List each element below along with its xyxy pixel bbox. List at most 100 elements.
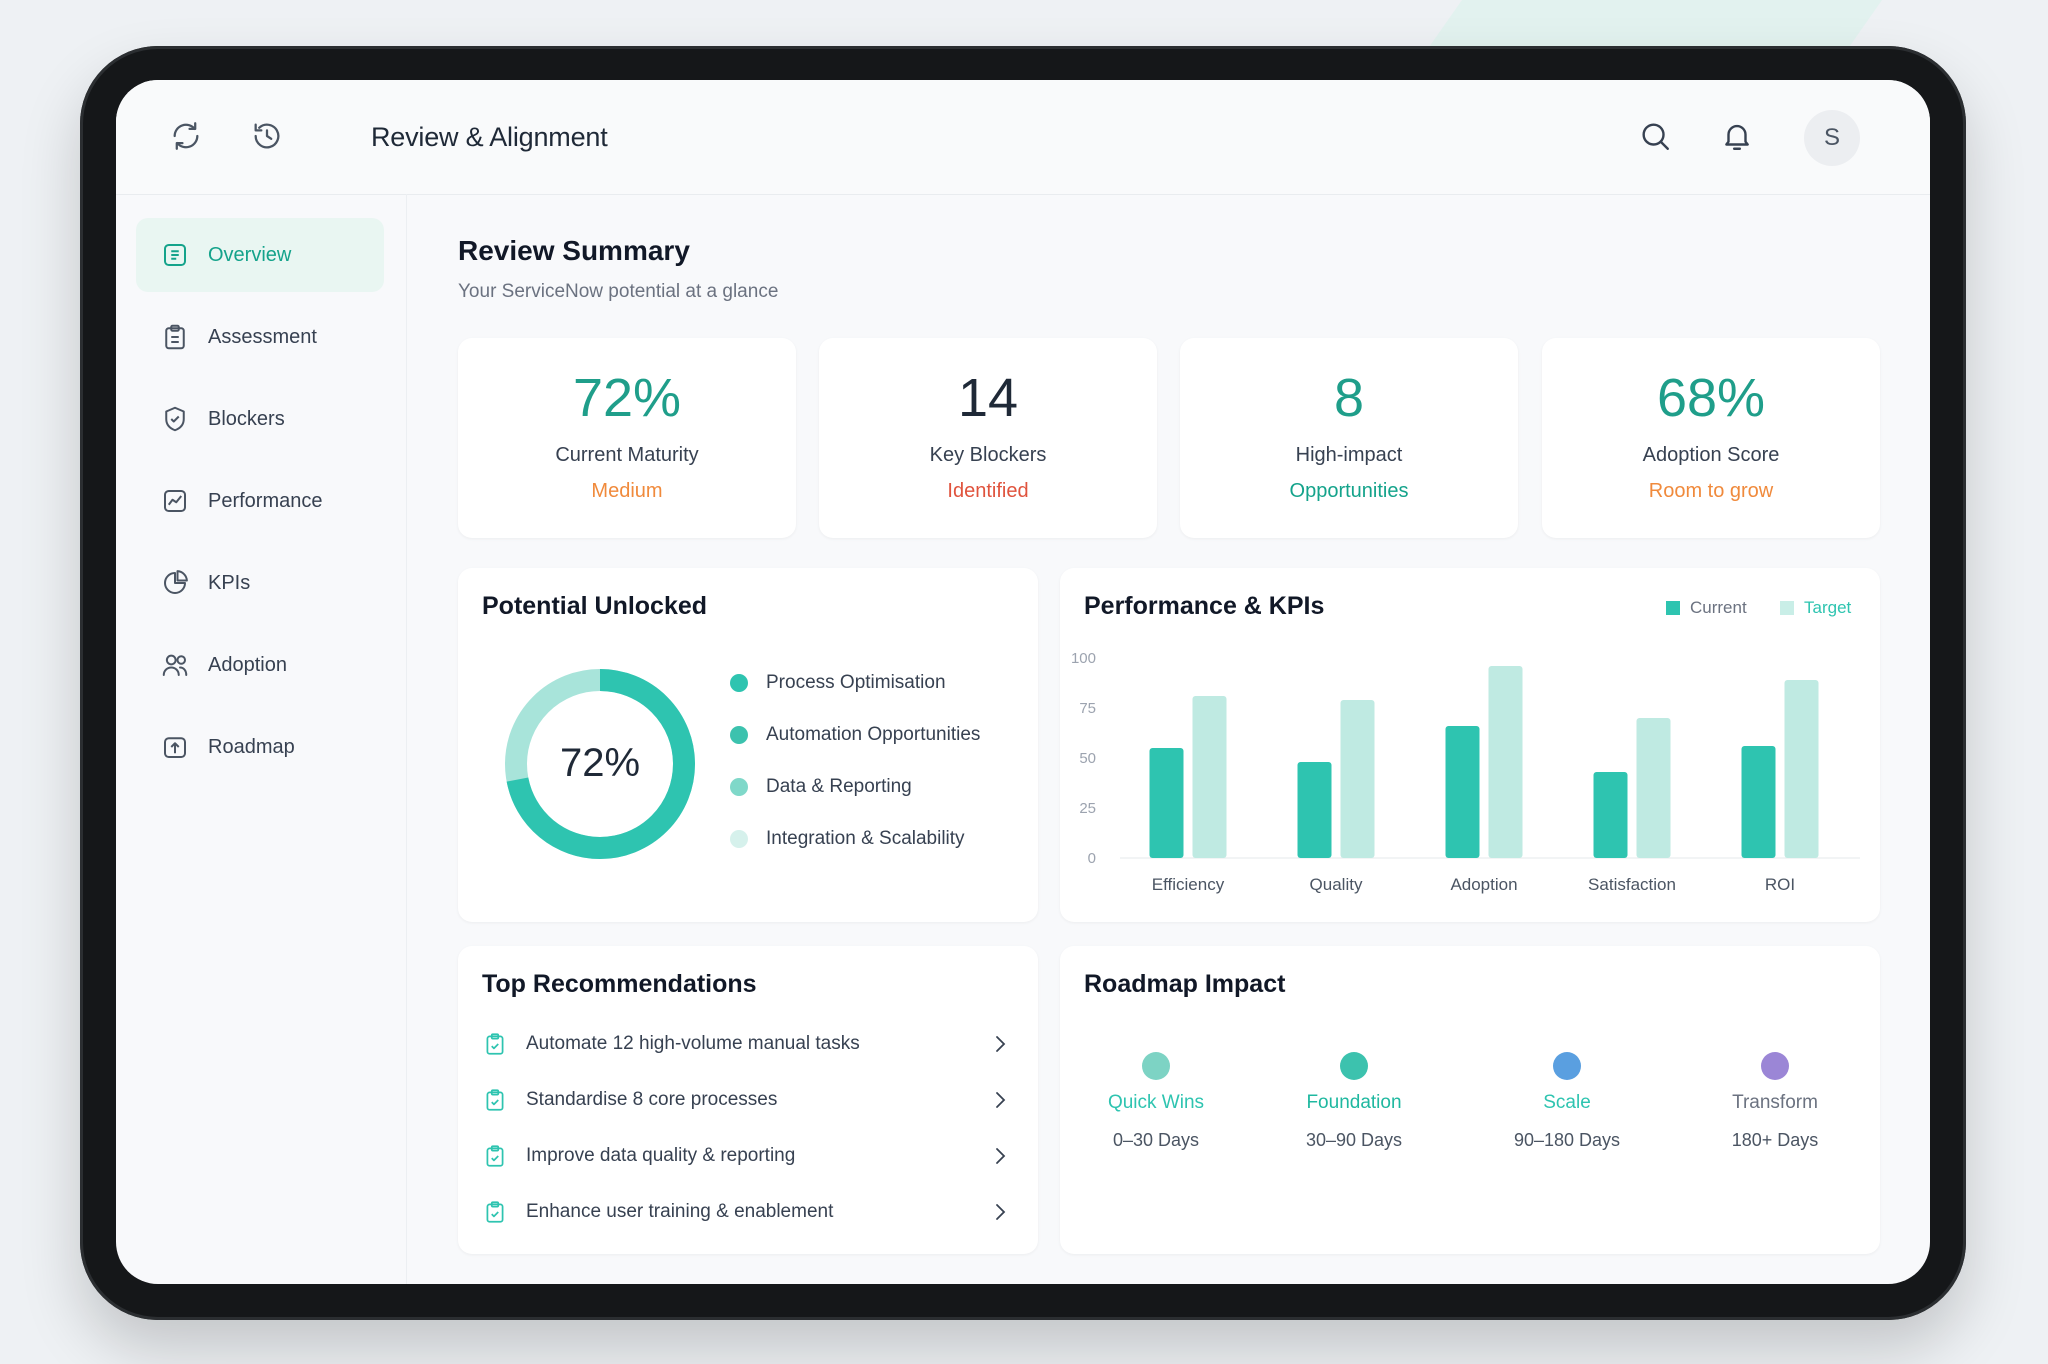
sidebar-item-kpis[interactable]: KPIs	[136, 546, 384, 620]
stat-value: 72%	[572, 368, 682, 428]
y-tick-label: 100	[1071, 650, 1096, 667]
phase-name: Quick Wins	[1107, 1092, 1205, 1113]
stat-label: High-impact	[1295, 444, 1403, 466]
sidebar-item-label: Roadmap	[208, 735, 295, 758]
recommendation-item[interactable]: Improve data quality & reporting	[482, 1136, 1012, 1176]
legend-label: Current	[1690, 598, 1747, 617]
y-tick-label: 50	[1079, 750, 1096, 767]
sidebar: Overview Assessment Blockers	[116, 194, 407, 1284]
phase-marker	[1340, 1052, 1368, 1080]
section-subtitle: Your ServiceNow potential at a glance	[458, 281, 779, 302]
sidebar-item-label: Blockers	[208, 407, 285, 430]
chevron-right-icon	[988, 1032, 1012, 1056]
x-tick-label: ROI	[1765, 875, 1795, 894]
stat-card-adoption: 68% Adoption Score Room to grow	[1542, 338, 1880, 538]
stat-value: 68%	[1656, 368, 1766, 428]
performance-card: Performance & KPIs Current Target 0 25 50 7…	[1060, 568, 1880, 922]
recommendation-label: Enhance user training & enablement	[526, 1201, 834, 1222]
sidebar-item-performance[interactable]: Performance	[136, 464, 384, 538]
search-icon[interactable]	[1638, 119, 1672, 153]
sidebar-item-blockers[interactable]: Blockers	[136, 382, 384, 456]
bar-target-efficiency	[1192, 696, 1227, 858]
stat-status: Identified	[947, 480, 1029, 502]
bell-icon[interactable]	[1720, 119, 1754, 153]
card-title: Potential Unlocked	[482, 592, 708, 620]
sidebar-item-label: KPIs	[208, 571, 251, 594]
legend-target: Target	[1780, 598, 1851, 618]
legend-dot	[730, 674, 748, 692]
legend-item: Automation Opportunities	[730, 724, 980, 746]
x-tick-label: Satisfaction	[1588, 875, 1676, 894]
page-title: Review & Alignment	[371, 122, 608, 152]
card-title: Performance & KPIs	[1084, 592, 1325, 620]
clipboard-icon	[160, 322, 190, 352]
overview-icon	[160, 240, 190, 270]
chevron-right-icon	[988, 1200, 1012, 1224]
recommendation-item[interactable]: Standardise 8 core processes	[482, 1080, 1012, 1120]
phase-days: 90–180 Days	[1513, 1130, 1621, 1150]
x-tick-label: Quality	[1310, 875, 1363, 894]
bar-current-adoption	[1445, 726, 1480, 858]
sidebar-item-roadmap[interactable]: Roadmap	[136, 710, 384, 784]
legend-dot	[730, 726, 748, 744]
sidebar-item-label: Adoption	[208, 653, 287, 676]
app-screen: Review & Alignment S Overview	[116, 80, 1930, 1284]
avatar[interactable]: S	[1804, 110, 1860, 166]
card-title: Top Recommendations	[482, 970, 757, 998]
sidebar-item-label: Assessment	[208, 325, 317, 348]
phase-marker	[1761, 1052, 1789, 1080]
stat-value: 14	[957, 368, 1019, 428]
stat-card-opportunities: 8 High-impact Opportunities	[1180, 338, 1518, 538]
section-title: Review Summary	[458, 235, 690, 266]
bar-current-satisfaction	[1593, 772, 1628, 858]
task-icon	[482, 1143, 508, 1169]
legend-label: Target	[1804, 598, 1852, 617]
legend-current: Current	[1666, 598, 1747, 618]
refresh-icon[interactable]	[169, 119, 203, 153]
bar-target-roi	[1784, 680, 1819, 858]
y-tick-label: 75	[1079, 700, 1096, 717]
legend-label: Process Optimisation	[766, 672, 946, 693]
recommendation-item[interactable]: Automate 12 high-volume manual tasks	[482, 1024, 1012, 1064]
recommendation-label: Standardise 8 core processes	[526, 1089, 778, 1110]
recommendation-label: Improve data quality & reporting	[526, 1145, 796, 1166]
sidebar-item-label: Performance	[208, 489, 323, 512]
legend-item: Process Optimisation	[730, 672, 946, 694]
sidebar-item-adoption[interactable]: Adoption	[136, 628, 384, 702]
chart-line-icon	[160, 486, 190, 516]
stat-status: Medium	[591, 480, 663, 502]
legend-dot	[730, 830, 748, 848]
phase-name: Scale	[1543, 1092, 1591, 1113]
card-title: Roadmap Impact	[1084, 970, 1286, 998]
phase-marker	[1142, 1052, 1170, 1080]
bar-current-quality	[1297, 762, 1332, 858]
stat-label: Current Maturity	[555, 444, 699, 466]
sidebar-item-assessment[interactable]: Assessment	[136, 300, 384, 374]
donut-progress	[505, 669, 695, 859]
sidebar-item-label: Overview	[208, 243, 292, 266]
x-tick-label: Adoption	[1450, 875, 1517, 894]
pie-icon	[160, 568, 190, 598]
bar-target-quality	[1340, 700, 1375, 858]
phase-days: 30–90 Days	[1305, 1130, 1403, 1150]
recommendation-item[interactable]: Enhance user training & enablement	[482, 1192, 1012, 1232]
phase-name: Transform	[1732, 1092, 1818, 1113]
bar-current-efficiency	[1149, 748, 1184, 858]
kpi-bar-chart: 0 25 50 75 100 Efficiency Quality Adoption Satis…	[1071, 650, 1860, 894]
phase-marker	[1553, 1052, 1581, 1080]
legend-item: Integration & Scalability	[730, 828, 965, 850]
x-tick-label: Efficiency	[1152, 875, 1225, 894]
top-bar: Review & Alignment S	[116, 80, 1930, 195]
history-icon[interactable]	[250, 119, 284, 153]
bar-target-satisfaction	[1636, 718, 1671, 858]
recommendations-card: Top Recommendations Automate 12 high-vol…	[458, 946, 1038, 1254]
bar-target-adoption	[1488, 666, 1523, 858]
task-icon	[482, 1199, 508, 1225]
y-tick-label: 0	[1088, 850, 1096, 867]
task-icon	[482, 1087, 508, 1113]
stat-value: 8	[1333, 368, 1365, 428]
legend-dot	[730, 778, 748, 796]
users-icon	[160, 650, 190, 680]
sidebar-item-overview[interactable]: Overview	[136, 218, 384, 292]
stat-card-blockers: 14 Key Blockers Identified	[819, 338, 1157, 538]
